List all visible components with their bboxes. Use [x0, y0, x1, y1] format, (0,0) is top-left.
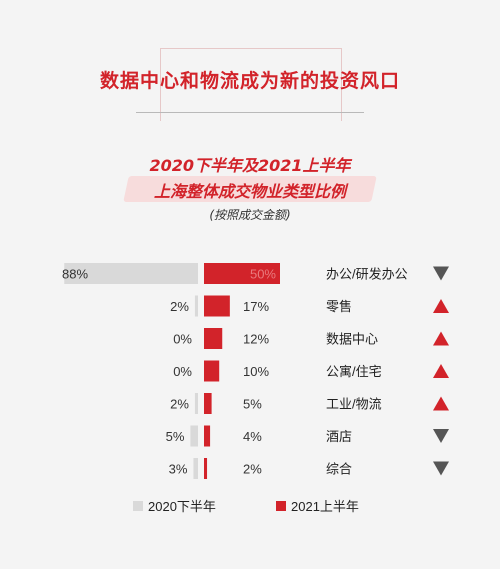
trend-up-icon [433, 364, 449, 378]
title-frame-decoration [160, 48, 342, 121]
legend-label-2021h1: 2021上半年 [291, 499, 359, 514]
category-label: 零售 [326, 299, 352, 314]
bar-2021h1 [204, 425, 211, 447]
label-2020h2: 3% [169, 462, 188, 477]
label-2021h1: 12% [243, 332, 269, 347]
legend-label-2020h2: 2020下半年 [148, 499, 216, 514]
title-divider [136, 112, 364, 113]
chart-subtitle: (按照成交金额) [209, 208, 291, 222]
chart-title: 上海整体成交物业类型比例 [153, 182, 346, 201]
label-2020h2: 0% [173, 364, 192, 379]
bar-2021h1 [204, 360, 220, 382]
label-2021h1: 2% [243, 462, 262, 477]
label-2020h2: 0% [173, 332, 192, 347]
trend-down-icon [433, 461, 449, 476]
bar-2020h2 [194, 295, 198, 317]
trend-up-icon [433, 396, 449, 411]
label-2021h1: 17% [243, 299, 269, 314]
label-2020h2: 2% [170, 397, 189, 412]
bar-2021h1 [204, 295, 230, 317]
label-2021h1: 5% [243, 397, 262, 412]
label-2021h1: 4% [243, 429, 262, 444]
bar-2021h1 [204, 393, 212, 414]
label-2021h1: 50% [250, 267, 276, 282]
bar-2021h1 [204, 328, 223, 349]
label-2020h2: 88% [62, 267, 88, 282]
category-label: 数据中心 [326, 332, 378, 347]
bar-2020h2 [193, 458, 198, 479]
legend-swatch-2020h2 [133, 501, 143, 511]
label-2020h2: 2% [170, 299, 189, 314]
page-title: 数据中心和物流成为新的投资风口 [99, 70, 400, 92]
trend-up-icon [433, 299, 449, 313]
category-label: 酒店 [326, 429, 352, 444]
category-label: 办公/研发办公 [326, 267, 408, 282]
trend-up-icon [433, 331, 449, 346]
category-label: 工业/物流 [326, 397, 382, 412]
category-label: 综合 [326, 462, 352, 477]
label-2020h2: 5% [166, 429, 185, 444]
trend-down-icon [433, 429, 449, 443]
bar-2020h2 [64, 263, 199, 284]
bar-2020h2 [190, 425, 198, 447]
chart-title-period: 2020下半年及2021上半年 [149, 156, 351, 175]
bar-2021h1 [204, 263, 280, 284]
legend-swatch-2021h1 [276, 501, 286, 511]
bar-2021h1 [204, 458, 208, 479]
category-label: 公寓/住宅 [326, 364, 382, 379]
trend-down-icon [433, 266, 449, 281]
label-2021h1: 10% [243, 364, 269, 379]
bar-2020h2 [194, 393, 198, 414]
